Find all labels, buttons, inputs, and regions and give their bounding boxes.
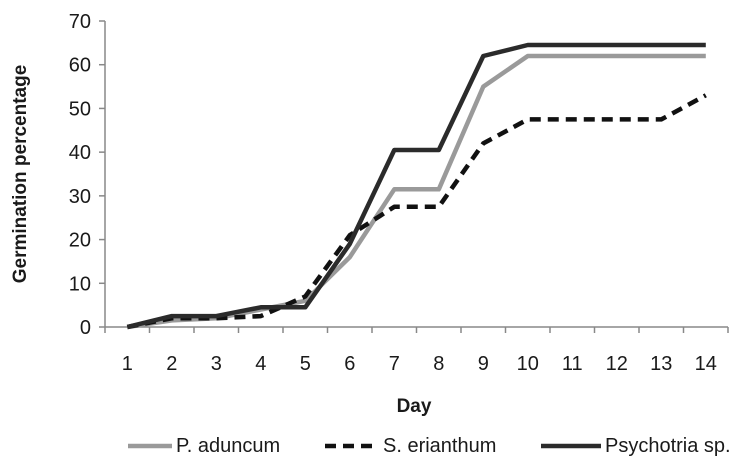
x-tick-label: 6	[344, 353, 355, 375]
y-tick-label: 10	[69, 273, 91, 295]
x-tick-label: 10	[517, 353, 539, 375]
y-tick-label: 50	[69, 98, 91, 120]
y-tick-label: 30	[69, 186, 91, 208]
x-tick-label: 2	[166, 353, 177, 375]
x-tick-label: 3	[211, 353, 222, 375]
y-axis-title: Germination percentage	[10, 65, 31, 284]
x-tick-label: 14	[695, 353, 717, 375]
y-axis-tick-labels: 0 10 20 30 40 50 60 70	[69, 11, 91, 339]
series-lines	[126, 42, 707, 330]
legend: P. aduncum S. erianthum Psychotria sp.	[128, 435, 731, 457]
y-tick-label: 0	[80, 317, 91, 339]
x-axis-tick-labels: 1 2 3 4 5 6 7 8 9 10 11 12 13 14	[122, 353, 717, 375]
series-line-1	[126, 93, 707, 330]
x-tick-label: 7	[389, 353, 400, 375]
x-tick-label: 8	[433, 353, 444, 375]
y-tick-label: 20	[69, 230, 91, 252]
series-line-0	[126, 53, 706, 330]
x-tick-label: 4	[255, 353, 266, 375]
x-tick-label: 13	[650, 353, 672, 375]
y-tick-label: 70	[69, 11, 91, 33]
legend-label: P. aduncum	[176, 435, 280, 457]
x-tick-label: 11	[562, 353, 583, 375]
x-tick-label: 9	[478, 353, 489, 375]
axes	[99, 20, 729, 333]
x-axis-title: Day	[397, 396, 432, 417]
y-tick-label: 60	[69, 55, 91, 77]
x-tick-label: 5	[300, 353, 311, 375]
legend-label: S. erianthum	[383, 435, 496, 457]
series-line-2	[126, 42, 706, 330]
legend-label: Psychotria sp.	[605, 435, 731, 457]
x-tick-label: 1	[122, 353, 133, 375]
x-tick-label: 12	[606, 353, 628, 375]
y-tick-label: 40	[69, 142, 91, 164]
